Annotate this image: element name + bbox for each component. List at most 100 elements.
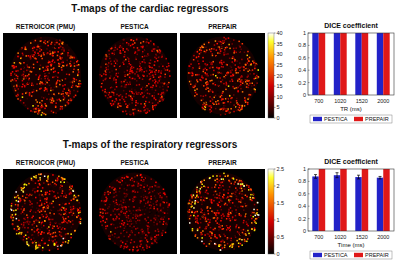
- voxel: [225, 47, 227, 49]
- voxel: [67, 52, 69, 54]
- voxel: [37, 53, 39, 55]
- voxel: [220, 81, 222, 83]
- voxel: [17, 226, 19, 228]
- voxel: [44, 206, 46, 208]
- voxel: [48, 80, 50, 82]
- voxel: [246, 102, 248, 104]
- voxel: [33, 57, 35, 59]
- voxel: [211, 89, 213, 91]
- voxel: [149, 79, 151, 81]
- voxel: [14, 88, 16, 90]
- voxel: [206, 65, 208, 67]
- voxel: [226, 83, 228, 85]
- voxel: [58, 66, 60, 68]
- voxel: [149, 93, 151, 95]
- voxel: [57, 51, 59, 53]
- voxel: [245, 79, 247, 81]
- voxel: [236, 98, 238, 100]
- voxel: [62, 209, 64, 211]
- voxel: [239, 45, 241, 47]
- voxel: [191, 75, 193, 77]
- voxel: [235, 68, 237, 70]
- voxel: [131, 70, 133, 72]
- voxel: [99, 74, 101, 76]
- voxel: [24, 227, 26, 229]
- voxel: [27, 197, 29, 199]
- voxel: [19, 198, 21, 200]
- voxel: [41, 105, 43, 107]
- voxel: [23, 76, 25, 78]
- brain-outline: [10, 172, 81, 250]
- voxel: [13, 210, 15, 212]
- voxel: [218, 101, 220, 103]
- voxel: [57, 192, 59, 194]
- voxel: [44, 40, 46, 42]
- voxel: [210, 63, 212, 65]
- voxel: [43, 195, 45, 197]
- voxel: [218, 103, 220, 105]
- voxel: [198, 56, 200, 58]
- voxel: [219, 86, 221, 88]
- voxel: [71, 200, 73, 202]
- voxel: [105, 58, 107, 60]
- voxel: [33, 89, 35, 91]
- voxel: [146, 42, 148, 44]
- voxel: [62, 227, 64, 229]
- voxel: [146, 112, 148, 114]
- voxel: [212, 103, 214, 105]
- voxel: [136, 39, 138, 41]
- voxel: [202, 61, 204, 63]
- voxel: [47, 78, 49, 80]
- voxel: [114, 53, 116, 55]
- voxel: [150, 75, 152, 77]
- voxel: [44, 61, 46, 63]
- voxel: [77, 91, 79, 93]
- voxel: [200, 95, 202, 97]
- voxel: [207, 73, 209, 75]
- voxel: [153, 98, 155, 100]
- voxel: [69, 91, 71, 93]
- voxel: [121, 97, 123, 99]
- voxel: [202, 107, 204, 109]
- voxel: [18, 56, 20, 58]
- voxel: [144, 71, 146, 73]
- voxel: [58, 63, 60, 65]
- voxel: [51, 69, 53, 71]
- voxel: [113, 63, 115, 65]
- voxel: [147, 93, 149, 95]
- voxel: [134, 89, 136, 91]
- voxel: [65, 218, 67, 220]
- voxel: [56, 40, 58, 42]
- voxel: [231, 67, 233, 69]
- voxel: [207, 81, 209, 83]
- voxel: [222, 79, 224, 81]
- voxel: [211, 80, 213, 82]
- voxel: [237, 104, 239, 106]
- voxel: [128, 93, 130, 95]
- voxel: [31, 217, 33, 219]
- voxel: [136, 80, 138, 82]
- voxel: [27, 231, 29, 233]
- voxel: [68, 95, 70, 97]
- voxel: [79, 212, 81, 214]
- voxel: [239, 110, 241, 112]
- voxel: [76, 79, 78, 81]
- voxel: [168, 63, 170, 64]
- voxel: [105, 64, 107, 66]
- voxel: [31, 71, 32, 73]
- voxel: [128, 95, 130, 97]
- voxel: [55, 107, 57, 109]
- voxel: [152, 80, 154, 82]
- voxel: [113, 104, 115, 106]
- image-background: [3, 169, 88, 254]
- voxel: [50, 216, 52, 218]
- voxel: [60, 108, 62, 110]
- voxel: [26, 196, 28, 198]
- voxel: [160, 72, 162, 74]
- voxel: [63, 178, 65, 180]
- voxel: [137, 54, 139, 56]
- voxel: [166, 84, 168, 86]
- voxel: [33, 231, 35, 233]
- voxel: [205, 72, 207, 74]
- voxel: [110, 103, 112, 105]
